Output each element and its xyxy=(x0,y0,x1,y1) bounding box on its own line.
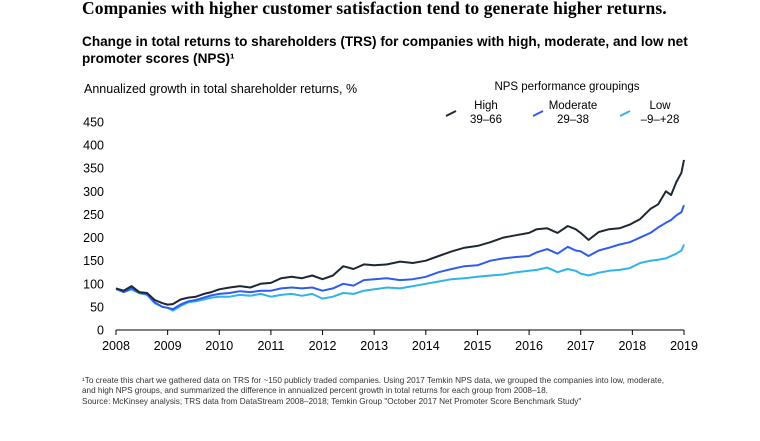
footnote-line-2: and high NPS groups, and summarized the … xyxy=(82,386,548,396)
legend-swatch-high xyxy=(445,110,457,117)
y-tick-label: 450 xyxy=(83,116,104,130)
y-tick-label: 0 xyxy=(97,324,104,338)
legend-label-low: Low xyxy=(649,100,671,112)
series-line-moderate xyxy=(115,204,685,311)
x-tick-label: 2008 xyxy=(102,339,130,353)
x-tick-label: 2009 xyxy=(154,339,182,353)
y-tick-label: 350 xyxy=(83,162,104,176)
footnote: ¹To create this chart we gathered data o… xyxy=(82,376,732,407)
legend: High 39–66 Moderate 29–38 Low –9–+28 xyxy=(445,100,680,126)
x-axis-ticks: 2008 2009 2010 2011 2012 2013 2014 2015 2016 2017… xyxy=(102,329,698,353)
x-tick-label: 2015 xyxy=(464,339,492,353)
x-tick-label: 2018 xyxy=(618,339,646,353)
line-chart: Annualized growth in total shareholder r… xyxy=(83,81,698,353)
headline: Companies with higher customer satisfact… xyxy=(82,0,667,18)
legend-swatch-moderate xyxy=(532,110,544,117)
x-tick-label: 2019 xyxy=(670,339,698,353)
x-tick-label: 2010 xyxy=(205,339,233,353)
x-tick-label: 2014 xyxy=(412,339,440,353)
legend-range-low: –9–+28 xyxy=(641,114,680,126)
legend-label-moderate: Moderate xyxy=(549,100,598,112)
y-axis-label: Annualized growth in total shareholder r… xyxy=(84,82,357,96)
series-line-low xyxy=(115,244,685,312)
y-tick-label: 400 xyxy=(83,139,104,153)
series-line-high xyxy=(115,159,685,306)
series-lines xyxy=(115,159,685,312)
chart-title: Change in total returns to shareholders … xyxy=(82,34,688,66)
y-tick-label: 150 xyxy=(83,254,104,268)
legend-range-moderate: 29–38 xyxy=(557,114,589,126)
y-tick-label: 50 xyxy=(90,300,104,314)
x-tick-label: 2013 xyxy=(360,339,388,353)
y-tick-label: 250 xyxy=(83,208,104,222)
x-tick-label: 2016 xyxy=(515,339,543,353)
y-axis-ticks: 0 50 100 150 200 250 300 350 400 450 xyxy=(83,116,104,338)
footnote-line-1: ¹To create this chart we gathered data o… xyxy=(82,376,665,385)
legend-title: NPS performance groupings xyxy=(494,81,639,93)
y-tick-label: 300 xyxy=(83,185,104,199)
y-tick-label: 200 xyxy=(83,231,104,245)
x-tick-label: 2017 xyxy=(567,339,595,353)
legend-swatch-low xyxy=(619,110,631,117)
x-tick-label: 2011 xyxy=(257,339,284,353)
x-tick-label: 2012 xyxy=(309,339,337,353)
footnote-line-3: Source: McKinsey analysis; TRS data from… xyxy=(82,396,582,406)
legend-label-high: High xyxy=(474,100,498,112)
legend-range-high: 39–66 xyxy=(470,114,502,126)
y-tick-label: 100 xyxy=(83,277,104,291)
